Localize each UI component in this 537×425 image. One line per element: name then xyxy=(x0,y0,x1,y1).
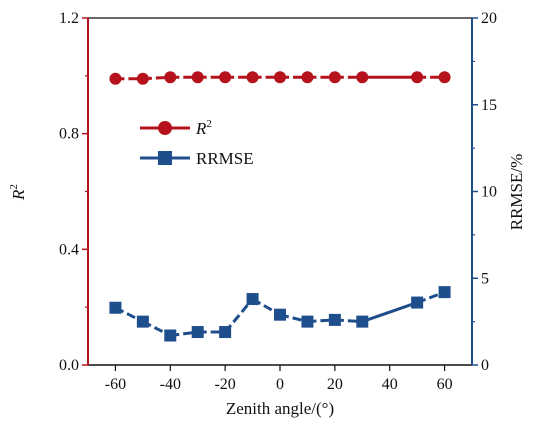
right-tick-label: 10 xyxy=(481,184,497,201)
right-tick-label: 15 xyxy=(481,97,497,114)
series-2-point xyxy=(191,326,204,339)
legend-marker-2 xyxy=(158,151,172,165)
series-2-point xyxy=(411,296,424,309)
left-tick-label: 0.0 xyxy=(59,357,79,374)
legend-marker-1 xyxy=(158,121,172,135)
x-axis-title: Zenith angle/(°) xyxy=(226,399,334,418)
right-y-ticks: 0 5 10 15 20 xyxy=(472,10,497,374)
x-tick-label: 0 xyxy=(276,376,284,393)
x-ticks: -60 -40 -20 0 20 40 60 xyxy=(105,365,453,393)
series-2-point xyxy=(274,308,286,321)
right-axis-title: RRMSE/% xyxy=(507,154,526,231)
series-1-point xyxy=(301,71,314,84)
x-tick-label: 40 xyxy=(382,376,398,393)
series-2-point xyxy=(109,301,122,314)
series-layer xyxy=(109,71,451,342)
series-1-point xyxy=(164,71,177,84)
x-tick-label: -60 xyxy=(105,376,126,393)
series-2-point xyxy=(328,313,341,326)
series-1-point xyxy=(191,71,204,84)
series-2-point xyxy=(219,326,232,339)
series-2-point xyxy=(438,286,451,299)
series-1-point xyxy=(274,71,286,84)
left-y-ticks: 0.0 0.4 0.8 1.2 xyxy=(59,10,88,374)
series-2-point xyxy=(356,315,369,328)
legend-label-1: R2 xyxy=(195,118,212,138)
series-2-point xyxy=(136,315,149,328)
x-tick-label: -40 xyxy=(160,376,181,393)
series-1-point xyxy=(438,71,451,84)
series-1-point xyxy=(246,71,259,84)
x-tick-label: 20 xyxy=(327,376,343,393)
series-1-point xyxy=(356,71,369,84)
left-tick-label: 0.4 xyxy=(59,241,79,258)
x-tick-label: -20 xyxy=(214,376,235,393)
left-tick-label: 1.2 xyxy=(59,10,79,27)
series-2-point xyxy=(164,329,177,342)
series-1-point xyxy=(411,71,424,84)
right-tick-label: 5 xyxy=(481,270,489,287)
left-tick-label: 0.8 xyxy=(59,126,79,143)
right-tick-label: 0 xyxy=(481,357,489,374)
right-tick-label: 20 xyxy=(481,10,497,27)
legend: R2 RRMSE xyxy=(140,118,254,168)
series-1-point xyxy=(109,72,122,85)
series-2-point xyxy=(301,315,314,328)
series-1-point xyxy=(219,71,232,84)
legend-label-2: RRMSE xyxy=(196,149,254,168)
left-axis-title: R2 xyxy=(8,184,28,201)
series-1-point xyxy=(136,72,149,85)
series-2-point xyxy=(246,293,259,306)
series-2-segment xyxy=(361,301,418,324)
series-1-point xyxy=(328,71,341,84)
x-tick-label: 60 xyxy=(437,376,453,393)
